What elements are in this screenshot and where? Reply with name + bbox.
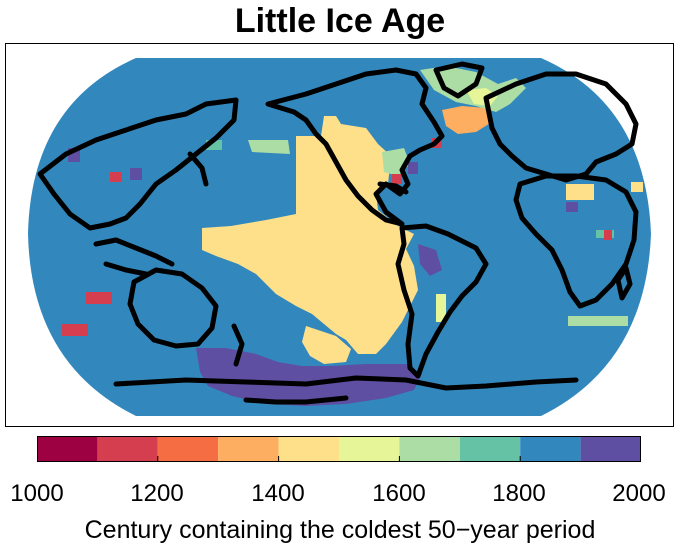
- colorbar-bin: [37, 436, 98, 462]
- region-chile-1500s: [436, 294, 446, 322]
- region-south-pacific-1400s: [302, 326, 351, 364]
- region-africa-1900s: [566, 202, 578, 212]
- map-title: Little Ice Age: [234, 2, 446, 40]
- colorbar-bin: [399, 436, 460, 462]
- region-1100s-a: [110, 172, 122, 182]
- region-pacific-1900s-b: [130, 168, 142, 180]
- colorbar-bin: [339, 436, 400, 462]
- colorbar-tick-label: 1600: [372, 480, 426, 507]
- colorbar-bin: [520, 436, 581, 462]
- region-npacific-1600s-b: [206, 140, 222, 150]
- region-namerica-1900s: [408, 162, 418, 174]
- colorbar-tick-label: 1000: [10, 480, 64, 507]
- region-atlantic-1300s: [442, 106, 492, 134]
- region-1100s-b: [86, 292, 112, 304]
- region-southern-ocean-1900s: [196, 348, 422, 406]
- colorbar-tick-label: 1400: [251, 480, 305, 507]
- colorbar-tick-label: 1200: [130, 480, 184, 507]
- colorbar-bin: [580, 436, 641, 462]
- region-pacific-1400s: [202, 116, 418, 354]
- map-panel: [5, 43, 674, 427]
- world-map: [28, 58, 651, 416]
- colorbar-tick-label: 2000: [612, 480, 666, 507]
- colorbar-border: [37, 436, 641, 462]
- region-1100s-c: [62, 324, 88, 336]
- region-satlantic-1600s: [568, 316, 628, 326]
- region-1100s-d: [392, 174, 402, 184]
- colorbar-bin: [97, 436, 158, 462]
- coastlines: [37, 61, 639, 405]
- region-atlantic-1500s: [466, 88, 498, 106]
- region-npacific-1600s: [248, 140, 290, 154]
- region-samerica-1900s: [418, 244, 442, 276]
- colorbar-bin: [218, 436, 279, 462]
- colorbar-label: Century containing the coldest 50−year p…: [84, 516, 596, 544]
- colorbar-bin: [459, 436, 521, 462]
- region-africa-1400s: [566, 184, 594, 200]
- colorbar-tick-label: 1800: [492, 480, 546, 507]
- colorbar-bins: [37, 436, 641, 462]
- region-1100s-e: [604, 230, 612, 240]
- colorbar-bin: [278, 436, 339, 462]
- colorbar-bin: [157, 436, 219, 462]
- region-africa-1400s-b: [631, 182, 643, 192]
- colorbar: [37, 436, 641, 462]
